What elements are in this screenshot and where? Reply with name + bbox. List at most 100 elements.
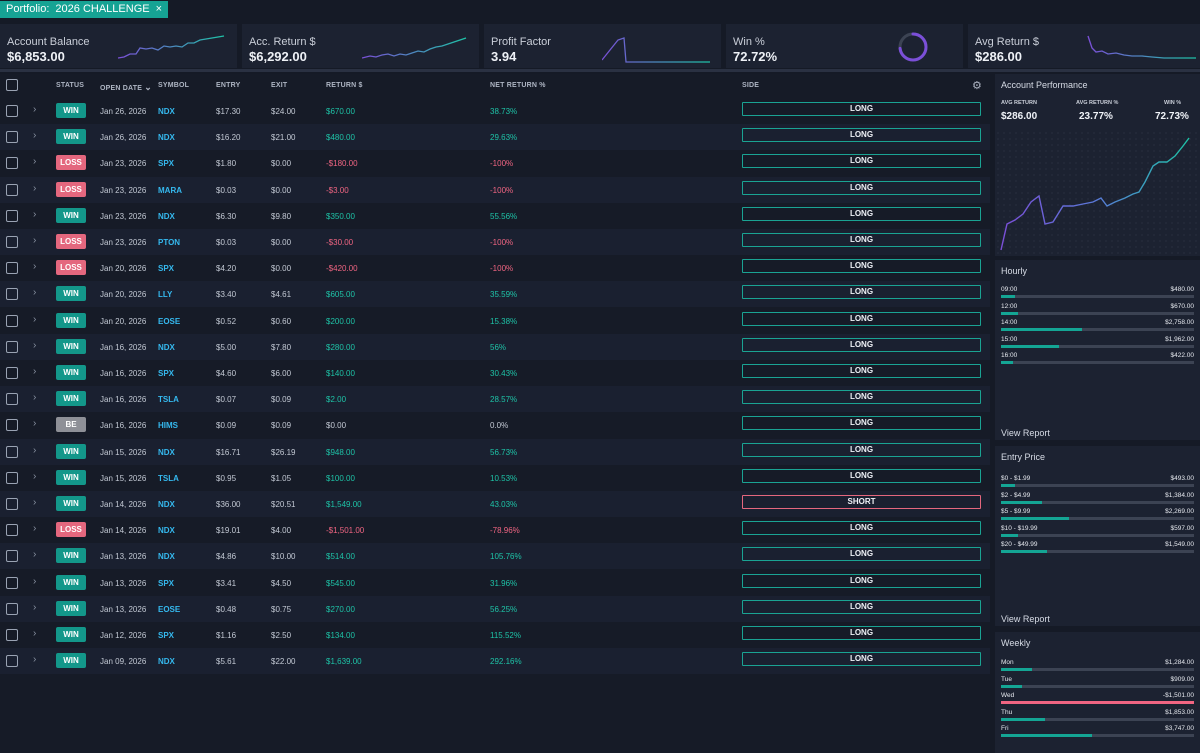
col-open-date[interactable]: OPEN DATE ⌄ [100, 82, 152, 93]
symbol[interactable]: MARA [158, 185, 182, 195]
scroll-divider[interactable] [0, 69, 1200, 72]
table-row[interactable]: › WIN Jan 23, 2026 NDX $6.30 $9.80 $350.00 55.5… [0, 203, 990, 229]
table-row[interactable]: › WIN Jan 16, 2026 SPX $4.60 $6.00 $140.00 30.4… [0, 360, 990, 386]
symbol[interactable]: HIMS [158, 421, 178, 431]
table-row[interactable]: › WIN Jan 13, 2026 EOSE $0.48 $0.75 $270.00 56.… [0, 595, 990, 622]
row-checkbox[interactable] [6, 445, 18, 458]
table-row[interactable]: › LOSS Jan 23, 2026 PTON $0.03 $0.00 -$30.00 -1… [0, 229, 990, 255]
chevron-right-icon[interactable]: › [33, 182, 37, 194]
symbol[interactable]: SPX [158, 264, 175, 274]
row-checkbox[interactable] [6, 288, 18, 301]
symbol[interactable]: NDX [158, 133, 175, 143]
symbol[interactable]: EOSE [158, 604, 181, 614]
row-checkbox[interactable] [6, 105, 18, 117]
chevron-right-icon[interactable]: › [33, 287, 37, 299]
chevron-right-icon[interactable]: › [33, 156, 37, 168]
symbol[interactable]: NDX [158, 342, 175, 352]
chevron-right-icon[interactable]: › [33, 392, 37, 404]
table-row[interactable]: › WIN Jan 15, 2026 NDX $16.71 $26.19 $948.00 56… [0, 438, 990, 465]
row-checkbox[interactable] [6, 393, 18, 406]
chevron-right-icon[interactable]: › [33, 366, 37, 377]
row-checkbox[interactable] [6, 340, 18, 353]
col-status[interactable]: STATUS [56, 82, 85, 89]
portfolio-chip[interactable]: Portfolio: 2026 CHALLENGE × [0, 1, 169, 18]
row-checkbox[interactable] [6, 576, 18, 589]
chevron-right-icon[interactable]: › [33, 339, 37, 351]
symbol[interactable]: NDX [158, 211, 175, 221]
table-row[interactable]: › WIN Jan 16, 2026 NDX $5.00 $7.80 $280.00 56% L… [0, 333, 990, 360]
row-checkbox[interactable] [6, 655, 18, 668]
table-row[interactable]: › WIN Jan 12, 2026 SPX $1.16 $2.50 $134.00 115.… [0, 622, 990, 648]
table-row[interactable]: › WIN Jan 13, 2026 NDX $4.86 $10.00 $514.00 105… [0, 543, 990, 570]
select-all-checkbox[interactable] [6, 79, 18, 91]
row-checkbox[interactable] [6, 157, 18, 170]
chevron-right-icon[interactable]: › [33, 208, 37, 220]
row-checkbox[interactable] [6, 602, 18, 615]
chevron-right-icon[interactable]: › [33, 470, 37, 482]
table-row[interactable]: › WIN Jan 20, 2026 EOSE $0.52 $0.60 $200.00 15.… [0, 308, 990, 334]
row-checkbox[interactable] [6, 236, 18, 248]
col-exit[interactable]: EXIT [271, 82, 288, 89]
row-checkbox[interactable] [6, 524, 18, 537]
row-checkbox[interactable] [6, 498, 18, 510]
row-checkbox[interactable] [6, 183, 18, 196]
close-icon[interactable]: × [155, 3, 163, 15]
symbol[interactable]: EOSE [158, 316, 181, 326]
symbol[interactable]: PTON [158, 238, 181, 247]
col-side[interactable]: SIDE [742, 82, 760, 89]
row-checkbox[interactable] [6, 131, 18, 144]
table-row[interactable]: › WIN Jan 15, 2026 TSLA $0.95 $1.05 $100.00 10.… [0, 465, 990, 491]
table-row[interactable]: › LOSS Jan 23, 2026 SPX $1.80 $0.00 -$180.00 -1… [0, 150, 990, 176]
row-checkbox[interactable] [6, 209, 18, 222]
symbol[interactable]: NDX [158, 526, 175, 536]
row-checkbox[interactable] [6, 367, 18, 379]
table-row[interactable]: › WIN Jan 14, 2026 NDX $36.00 $20.51 $1,549.00… [0, 491, 990, 517]
symbol[interactable]: NDX [158, 657, 175, 667]
chevron-right-icon[interactable]: › [33, 235, 37, 246]
table-row[interactable]: › WIN Jan 13, 2026 SPX $3.41 $4.50 $545.00 31.9… [0, 570, 990, 596]
chevron-right-icon[interactable]: › [33, 313, 37, 325]
table-row[interactable]: › WIN Jan 16, 2026 TSLA $0.07 $0.09 $2.00 28.57… [0, 386, 990, 413]
chevron-right-icon[interactable]: › [33, 444, 37, 456]
symbol[interactable]: TSLA [158, 473, 179, 483]
table-row[interactable]: › WIN Jan 26, 2026 NDX $17.30 $24.00 $670.00 38… [0, 98, 990, 124]
symbol[interactable]: SPX [158, 159, 175, 169]
symbol[interactable]: NDX [158, 552, 175, 562]
row-checkbox[interactable] [6, 314, 18, 327]
row-checkbox[interactable] [6, 550, 18, 563]
row-checkbox[interactable] [6, 262, 18, 275]
chevron-right-icon[interactable]: › [33, 104, 37, 115]
symbol[interactable]: SPX [158, 631, 175, 640]
table-row[interactable]: › BE Jan 16, 2026 HIMS $0.09 $0.09 $0.00 0.0% LO… [0, 412, 990, 438]
symbol[interactable]: NDX [158, 447, 175, 457]
table-row[interactable]: › WIN Jan 26, 2026 NDX $16.20 $21.00 $480.00 29… [0, 124, 990, 151]
table-row[interactable]: › WIN Jan 20, 2026 LLY $3.40 $4.61 $605.00 35.5… [0, 281, 990, 308]
col-net-return[interactable]: NET RETURN % [490, 82, 546, 89]
row-checkbox[interactable] [6, 629, 18, 641]
view-report-link[interactable]: View Report [1001, 428, 1050, 438]
chevron-right-icon[interactable]: › [33, 261, 37, 273]
chevron-right-icon[interactable]: › [33, 601, 37, 613]
chevron-right-icon[interactable]: › [33, 549, 37, 561]
symbol[interactable]: NDX [158, 107, 175, 116]
symbol[interactable]: NDX [158, 500, 175, 509]
row-checkbox[interactable] [6, 471, 18, 484]
table-row[interactable]: › LOSS Jan 20, 2026 SPX $4.20 $0.00 -$420.00 -1… [0, 255, 990, 281]
chevron-right-icon[interactable]: › [33, 628, 37, 639]
col-symbol[interactable]: SYMBOL [158, 82, 190, 89]
view-report-link[interactable]: View Report [1001, 614, 1050, 624]
table-row[interactable]: › LOSS Jan 23, 2026 MARA $0.03 $0.00 -$3.00 -10… [0, 176, 990, 203]
symbol[interactable]: LLY [158, 290, 173, 300]
table-row[interactable]: › WIN Jan 09, 2026 NDX $5.61 $22.00 $1,639.00 2… [0, 648, 990, 675]
table-row[interactable]: › LOSS Jan 14, 2026 NDX $19.01 $4.00 -$1,501.0… [0, 517, 990, 543]
gear-icon[interactable]: ⚙ [972, 80, 982, 92]
symbol[interactable]: SPX [158, 369, 175, 378]
symbol[interactable]: TSLA [158, 395, 179, 405]
chevron-right-icon[interactable]: › [33, 654, 37, 666]
row-checkbox[interactable] [6, 419, 18, 432]
chevron-right-icon[interactable]: › [33, 130, 37, 142]
col-return[interactable]: RETURN $ [326, 82, 363, 89]
symbol[interactable]: SPX [158, 578, 175, 588]
chevron-right-icon[interactable]: › [33, 497, 37, 508]
col-entry[interactable]: ENTRY [216, 82, 241, 89]
